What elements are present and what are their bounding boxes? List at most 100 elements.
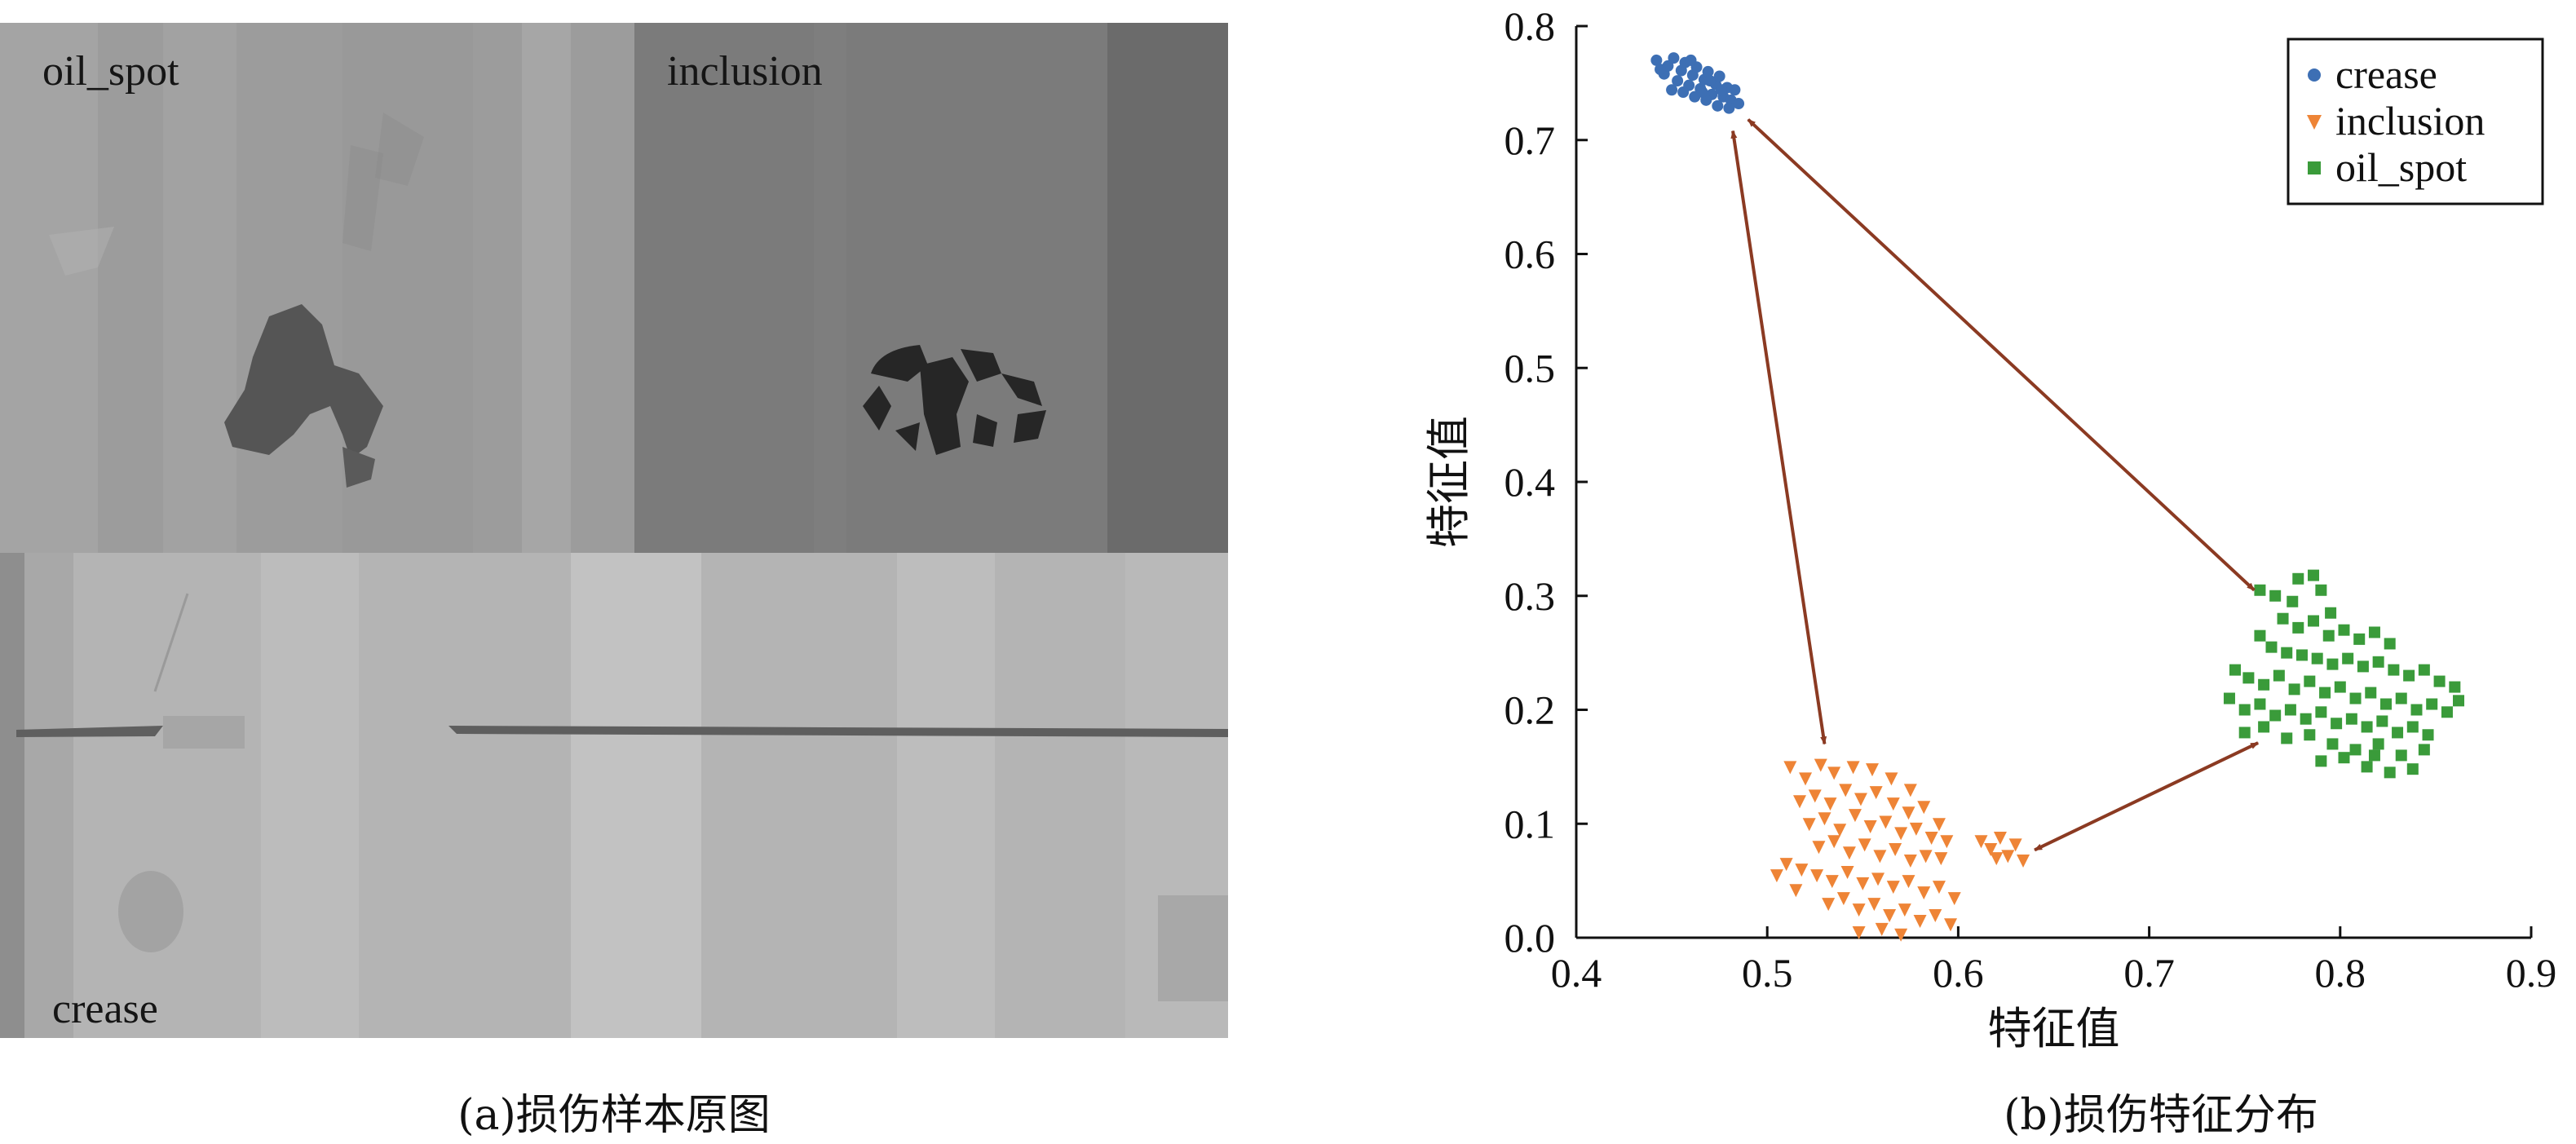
y-tick-label: 0.6 <box>1505 232 1556 277</box>
oil_spot-point <box>2338 624 2350 636</box>
crease-point <box>1696 86 1708 99</box>
oil_spot-point <box>2406 721 2419 733</box>
oil-spot-tile: oil_spot <box>0 23 634 553</box>
oil_spot-point <box>2372 738 2384 750</box>
oil_spot-point <box>2334 681 2346 693</box>
oil_spot-point <box>2322 629 2335 642</box>
inclusion-point <box>1827 766 1841 780</box>
inclusion-point <box>1944 918 1958 932</box>
oil-spot-texture <box>0 23 634 553</box>
inclusion-point <box>1984 842 1998 856</box>
legend-label: inclusion <box>2335 98 2485 144</box>
oil_spot-point <box>2388 664 2400 676</box>
tile-label: crease <box>52 986 158 1032</box>
legend-box <box>2287 38 2544 205</box>
inclusion-point <box>1866 763 1880 777</box>
oil_spot-point <box>2258 721 2270 733</box>
inclusion-point <box>1842 846 1856 860</box>
inclusion-point <box>1770 869 1783 883</box>
inclusion-point <box>1879 815 1893 829</box>
oil_spot-point <box>2433 675 2446 687</box>
inclusion-point <box>1822 898 1836 912</box>
double-arrow <box>1747 118 2256 592</box>
inclusion-point <box>1779 858 1793 872</box>
inclusion-point <box>1833 824 1847 837</box>
inclusion-point <box>1875 922 1889 936</box>
inclusion-point <box>1827 835 1841 849</box>
inclusion-point <box>1913 915 1927 929</box>
panel-b-caption: (b)损伤特征分布 <box>2004 1091 2318 1140</box>
oil_spot-point <box>2338 752 2350 764</box>
legend-label: oil_spot <box>2335 144 2467 190</box>
oil_spot-point <box>2326 658 2339 670</box>
inclusion-point <box>1894 928 1908 942</box>
legend-marker <box>2308 68 2321 82</box>
inclusion-point <box>1902 806 1915 820</box>
oil_spot-point <box>2395 692 2407 705</box>
x-tick-label: 0.9 <box>2506 950 2557 996</box>
crease-point <box>1702 65 1714 77</box>
crease-point <box>1715 84 1727 96</box>
oil_spot-point <box>2287 595 2299 607</box>
oil_spot-point <box>2345 713 2357 725</box>
crease-point <box>1712 99 1724 112</box>
oil_spot-point <box>2304 675 2316 687</box>
oil_spot-point <box>2331 718 2343 730</box>
oil_spot-point <box>2295 649 2308 661</box>
oil_spot-point <box>2254 698 2266 710</box>
oil_spot-point <box>2380 698 2393 710</box>
inclusion-point <box>1873 850 1887 864</box>
crease-point <box>1650 54 1663 66</box>
crease-tile: crease <box>0 553 1228 1038</box>
y-tick-label: 0.0 <box>1505 915 1556 961</box>
oil_spot-point <box>2254 584 2266 596</box>
inclusion-point <box>1886 797 1900 811</box>
feature-distribution-panel: 0.4 0.5 0.6 0.7 0.8 0.9 0.0 0.1 0.2 0.3 0.4 0.5 0.6 0… <box>1403 0 2576 1054</box>
inclusion-defect <box>863 345 1046 455</box>
crease-point <box>1723 102 1735 114</box>
oil_spot-point <box>2311 652 2323 665</box>
inclusion-point <box>1799 772 1813 786</box>
tile-label: oil_spot <box>42 48 179 95</box>
tile-label: inclusion <box>667 48 823 95</box>
oil_spot-point <box>2384 766 2396 779</box>
oil_spot-point <box>2292 621 2304 634</box>
oil_spot-point <box>2258 678 2270 691</box>
y-tick-label: 0.3 <box>1505 573 1556 619</box>
oil_spot-point <box>2418 744 2430 756</box>
inclusion-point <box>2001 850 2015 864</box>
oil_spot-point <box>2315 706 2327 718</box>
oil_spot-point <box>2349 744 2362 756</box>
oil_spot-point <box>2392 727 2404 739</box>
inclusion-point <box>1909 822 1923 836</box>
oil_spot-point <box>2254 629 2266 642</box>
data-points <box>1650 52 2465 942</box>
inclusion-point <box>1947 892 1961 906</box>
oil_spot-point <box>2453 695 2465 707</box>
inclusion-point <box>1869 786 1883 800</box>
inclusion-point <box>1789 884 1803 898</box>
x-axis-title: 特征值 <box>1988 1003 2120 1052</box>
crease-series <box>1650 52 1745 114</box>
oil_spot-point <box>2326 738 2339 750</box>
crease-point <box>1655 64 1667 76</box>
oil_spot-point <box>2325 607 2337 619</box>
inclusion-point <box>1903 784 1917 797</box>
oil_spot-point <box>2349 692 2362 705</box>
oil_spot-point <box>2372 656 2384 668</box>
double-arrow <box>2034 741 2259 852</box>
inclusion-point <box>1917 886 1931 900</box>
crease-point <box>1733 98 1745 110</box>
y-tick-label: 0.8 <box>1505 3 1556 49</box>
inclusion-point <box>1990 852 2004 866</box>
inclusion-point <box>1810 869 1824 883</box>
inclusion-point <box>1858 838 1871 852</box>
inclusion-point <box>2008 838 2022 852</box>
inclusion-point <box>1886 881 1900 894</box>
oil_spot-point <box>2422 729 2434 741</box>
inclusion-point <box>1929 909 1942 923</box>
inclusion-tile: inclusion <box>634 23 1228 553</box>
legend-label: crease <box>2335 51 2437 97</box>
x-tick-label: 0.7 <box>2123 950 2175 996</box>
